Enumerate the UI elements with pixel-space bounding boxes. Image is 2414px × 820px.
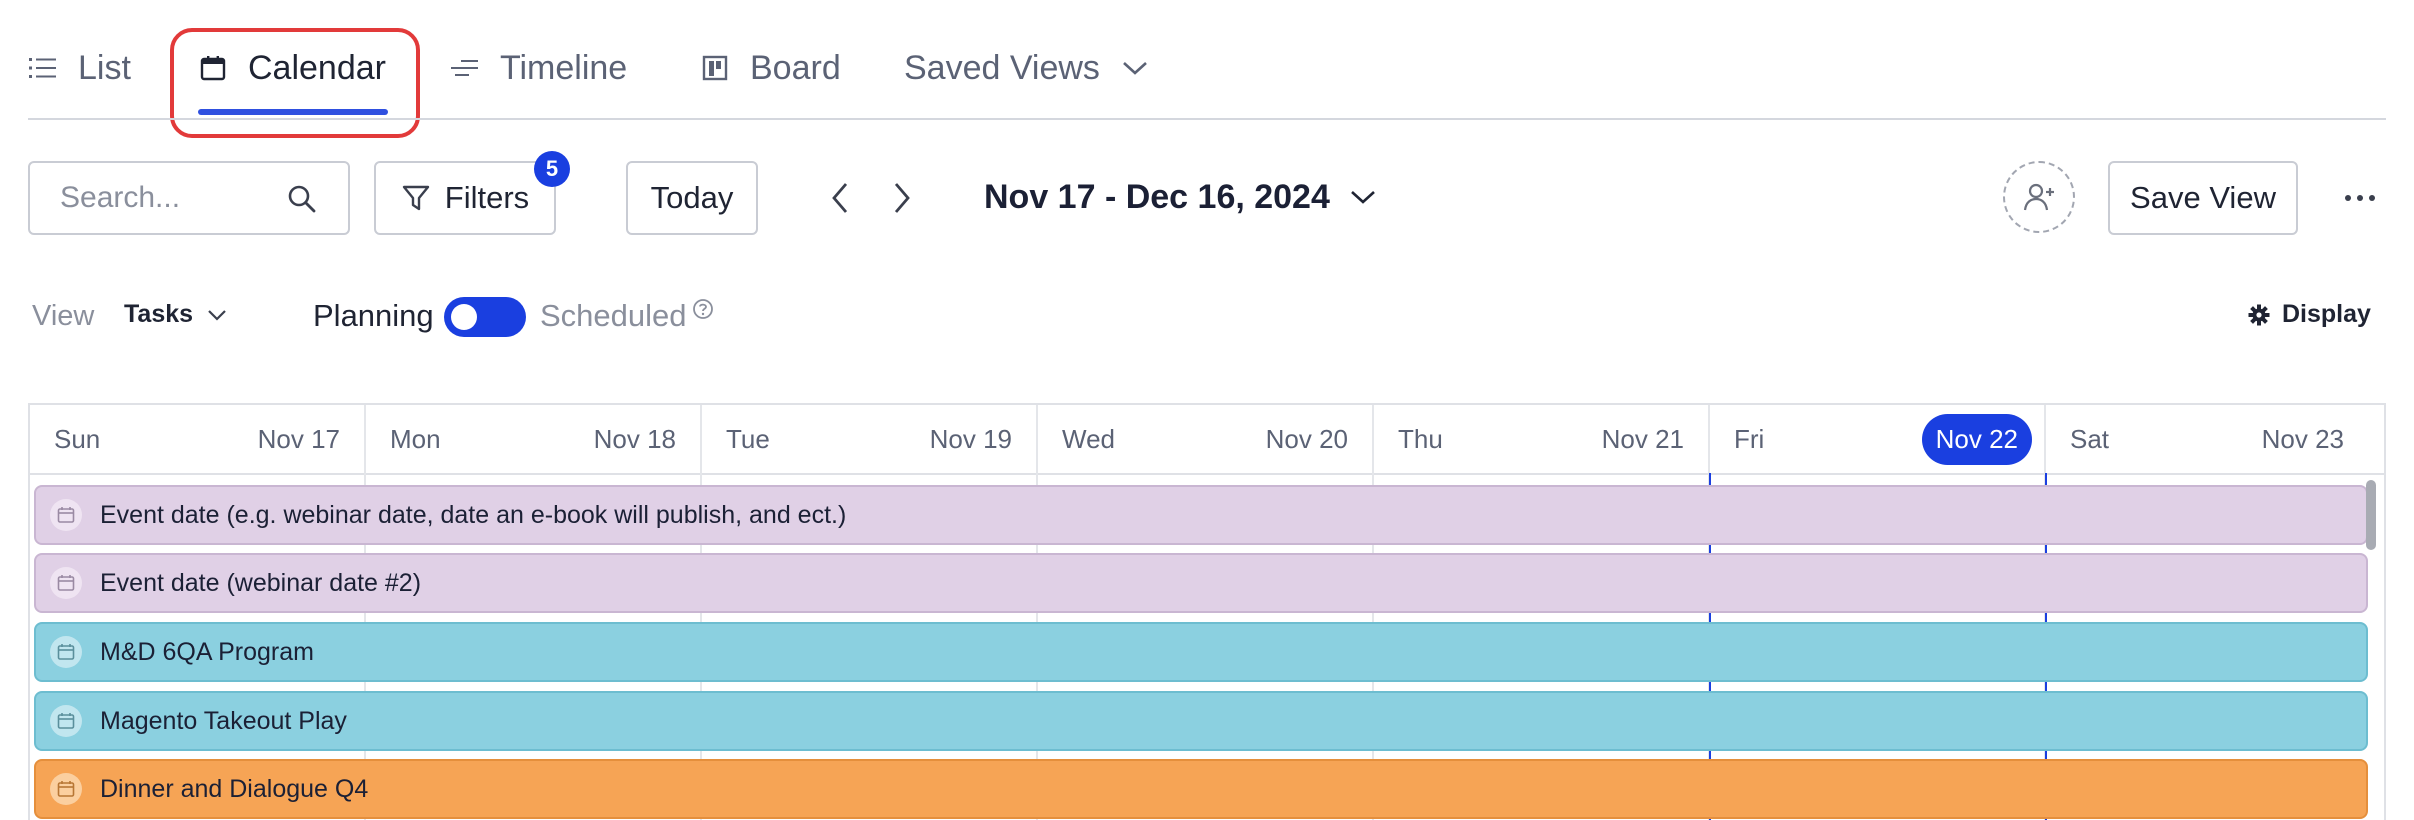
event-title: Event date (e.g. webinar date, date an e… <box>100 500 847 529</box>
calendar-icon <box>50 636 82 668</box>
tab-board[interactable]: Board <box>700 32 841 104</box>
display-label: Display <box>2282 300 2371 328</box>
view-type-select[interactable]: Tasks <box>124 300 227 329</box>
active-tab-indicator <box>198 109 388 115</box>
view-type-value: Tasks <box>124 300 194 328</box>
day-name: Fri <box>1734 423 1765 454</box>
day-header: Sun Nov 17 <box>30 405 364 473</box>
tab-calendar[interactable]: Calendar <box>198 32 386 104</box>
event-title: Magento Takeout Play <box>100 706 347 735</box>
calendar-event[interactable]: M&D 6QA Program <box>34 622 2368 682</box>
board-icon <box>700 53 730 83</box>
day-header: Sat Nov 23 <box>2046 405 2384 473</box>
view-tab-bar: List Calendar Timeline Board Saved Views <box>0 0 2414 138</box>
today-label: Today <box>650 180 734 215</box>
day-date: Nov 21 <box>1601 423 1684 454</box>
chevron-down-icon <box>1350 189 1376 205</box>
day-date: Nov 18 <box>593 423 676 454</box>
calendar-event[interactable]: Magento Takeout Play <box>34 691 2368 751</box>
calendar-tab-highlight-box <box>170 28 420 138</box>
search-input[interactable] <box>58 180 282 216</box>
day-name: Thu <box>1398 423 1443 454</box>
filters-count-badge: 5 <box>534 151 570 187</box>
day-date: Nov 17 <box>257 423 340 454</box>
calendar-event[interactable]: Dinner and Dialogue Q4 <box>34 759 2368 819</box>
chevron-left-icon <box>832 183 848 213</box>
list-icon <box>28 53 58 83</box>
calendar-icon <box>50 773 82 805</box>
next-range-button[interactable] <box>882 176 922 220</box>
calendar-icon <box>50 705 82 737</box>
chevron-down-icon <box>207 309 227 321</box>
planning-scheduled-toggle[interactable] <box>444 297 526 337</box>
day-name: Wed <box>1062 423 1115 454</box>
calendar-grid: Sun Nov 17 Mon Nov 18 Tue Nov 19 Wed Nov… <box>28 403 2386 820</box>
planning-label: Planning <box>313 298 434 333</box>
search-box[interactable] <box>28 161 350 235</box>
display-settings-button[interactable]: Display <box>2248 300 2371 329</box>
calendar-event[interactable]: Event date (e.g. webinar date, date an e… <box>34 485 2368 545</box>
tab-divider <box>28 118 2386 120</box>
day-column-sat[interactable]: Sat Nov 23 <box>2046 405 2384 820</box>
help-icon[interactable] <box>692 298 714 320</box>
day-header: Mon Nov 18 <box>366 405 700 473</box>
add-member-button[interactable] <box>2003 161 2075 233</box>
gear-icon <box>2248 304 2270 326</box>
calendar-header-row <box>30 405 2384 475</box>
today-button[interactable]: Today <box>626 161 758 235</box>
more-icon-dot <box>2369 195 2375 201</box>
day-name: Sun <box>54 423 101 454</box>
day-header: Tue Nov 19 <box>702 405 1036 473</box>
more-options-button[interactable] <box>2340 180 2380 216</box>
add-user-icon <box>2023 182 2055 212</box>
tab-board-label: Board <box>750 48 841 87</box>
filters-button[interactable]: Filters <box>374 161 556 235</box>
timeline-icon <box>450 53 480 83</box>
tab-list[interactable]: List <box>28 32 131 104</box>
date-range-dropdown[interactable]: Nov 17 - Dec 16, 2024 <box>984 174 1376 220</box>
day-date: Nov 23 <box>2261 423 2344 454</box>
event-title: Dinner and Dialogue Q4 <box>100 774 369 803</box>
search-icon[interactable] <box>286 183 318 215</box>
more-icon-dot <box>2357 195 2363 201</box>
vertical-scrollbar[interactable] <box>2366 480 2376 550</box>
saved-views-dropdown[interactable]: Saved Views <box>904 32 1150 104</box>
filters-label: Filters <box>444 180 530 215</box>
day-name: Mon <box>390 423 441 454</box>
filter-icon <box>401 183 431 213</box>
toggle-knob <box>451 304 477 330</box>
today-date-badge: Nov 22 <box>1921 413 2032 465</box>
save-view-button[interactable]: Save View <box>2108 161 2298 235</box>
chevron-right-icon <box>894 183 910 213</box>
day-header: Thu Nov 21 <box>1374 405 1708 473</box>
day-name: Tue <box>726 423 770 454</box>
tab-calendar-label: Calendar <box>248 48 386 87</box>
day-date: Nov 20 <box>1265 423 1348 454</box>
view-label: View <box>32 300 95 332</box>
chevron-down-icon <box>1120 53 1150 83</box>
scheduled-label: Scheduled <box>540 298 687 333</box>
day-date: Nov 19 <box>929 423 1012 454</box>
saved-views-label: Saved Views <box>904 48 1100 87</box>
day-name: Sat <box>2070 423 2110 454</box>
more-icon-dot <box>2345 195 2351 201</box>
date-range-label: Nov 17 - Dec 16, 2024 <box>984 177 1330 216</box>
tab-list-label: List <box>78 48 131 87</box>
day-header: Fri Nov 22 <box>1710 405 2044 473</box>
calendar-icon <box>50 567 82 599</box>
tab-timeline[interactable]: Timeline <box>450 32 627 104</box>
event-title: M&D 6QA Program <box>100 637 314 666</box>
calendar-event[interactable]: Event date (webinar date #2) <box>34 553 2368 613</box>
day-header: Wed Nov 20 <box>1038 405 1372 473</box>
calendar-icon <box>198 53 228 83</box>
save-view-label: Save View <box>2130 180 2276 215</box>
tab-timeline-label: Timeline <box>500 48 628 87</box>
calendar-icon <box>50 499 82 531</box>
previous-range-button[interactable] <box>820 176 860 220</box>
event-title: Event date (webinar date #2) <box>100 568 422 597</box>
